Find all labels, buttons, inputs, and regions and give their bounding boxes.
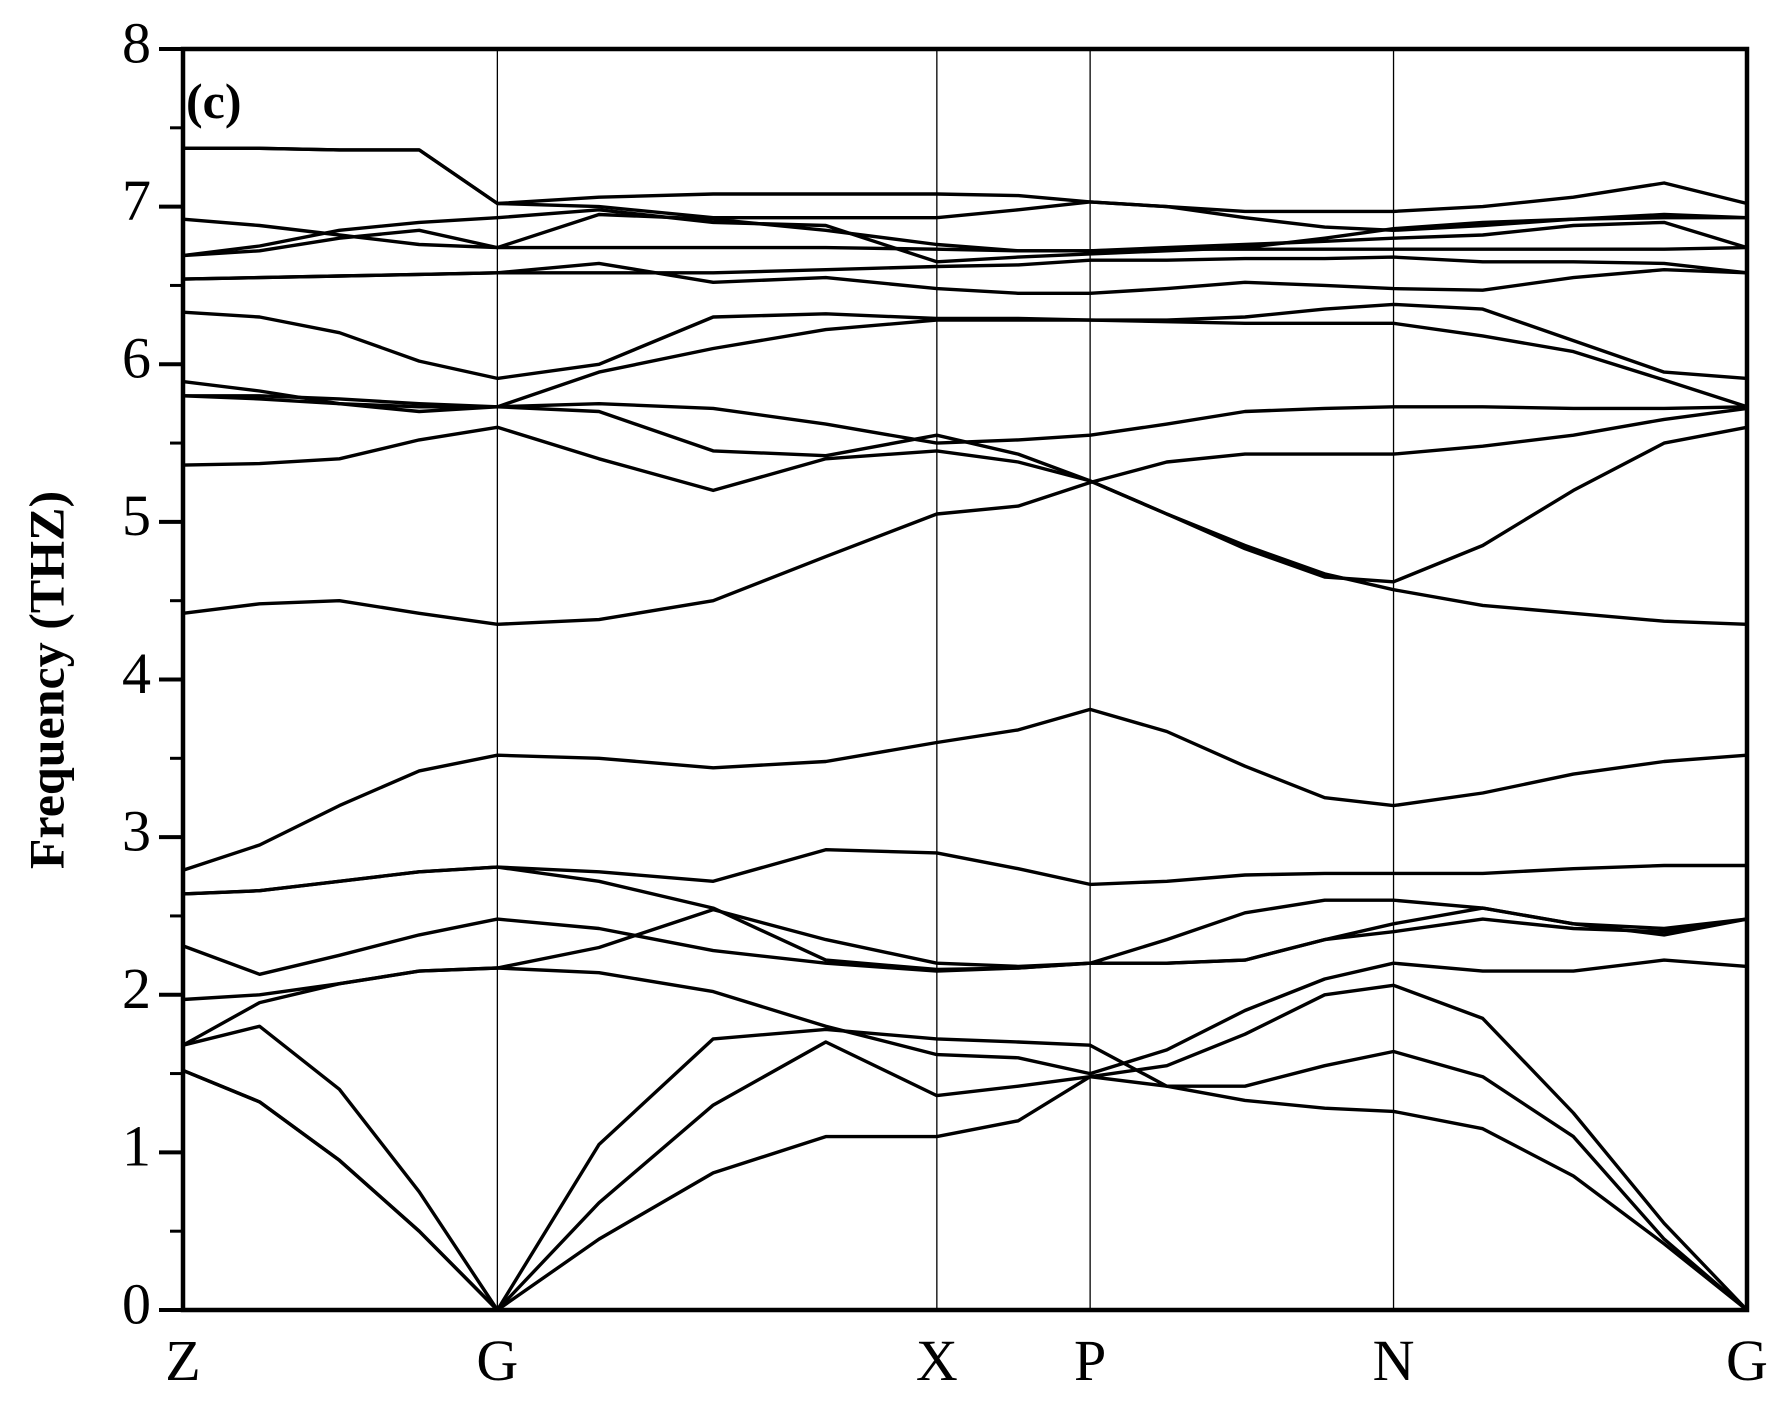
x-tick-label: G [476, 1328, 518, 1393]
y-tick-label: 4 [122, 641, 151, 706]
band-line [182, 208, 1747, 264]
band-line [183, 146, 1748, 214]
band-line [183, 146, 1748, 232]
band-line [182, 318, 1748, 414]
plot-frame [180, 46, 1750, 1313]
x-tick-label: X [916, 1328, 958, 1393]
y-tick-label: 1 [122, 1114, 151, 1179]
band-line [182, 394, 1748, 584]
y-tick-label: 3 [122, 798, 151, 863]
y-tick-label: 2 [122, 956, 151, 1021]
band-line [183, 394, 1748, 445]
band-line [182, 261, 1748, 295]
band-line [182, 406, 1748, 626]
band-line [182, 865, 1748, 972]
y-tick-label: 6 [122, 326, 151, 391]
band-line [182, 907, 1748, 1002]
band-line [182, 958, 1748, 1076]
y-tick-label: 5 [122, 483, 151, 548]
band-line [182, 707, 1748, 872]
x-tick-label: G [1726, 1328, 1768, 1393]
panel-label: (c) [186, 73, 242, 129]
y-tick-label: 7 [122, 168, 151, 233]
band-line [182, 425, 1748, 626]
x-tick-label: N [1373, 1328, 1415, 1393]
band-line [182, 1027, 1749, 1312]
band-line [182, 983, 1749, 1312]
x-tick-label: Z [165, 1328, 200, 1393]
y-tick-label: 8 [122, 10, 151, 75]
band-line [182, 848, 1747, 896]
x-tick-label: P [1074, 1328, 1106, 1393]
y-axis-label: Frequency (THZ) [18, 491, 74, 869]
band-line [182, 302, 1748, 381]
y-tick-label: 0 [122, 1271, 151, 1336]
band-line [182, 212, 1748, 253]
band-line [182, 255, 1748, 281]
